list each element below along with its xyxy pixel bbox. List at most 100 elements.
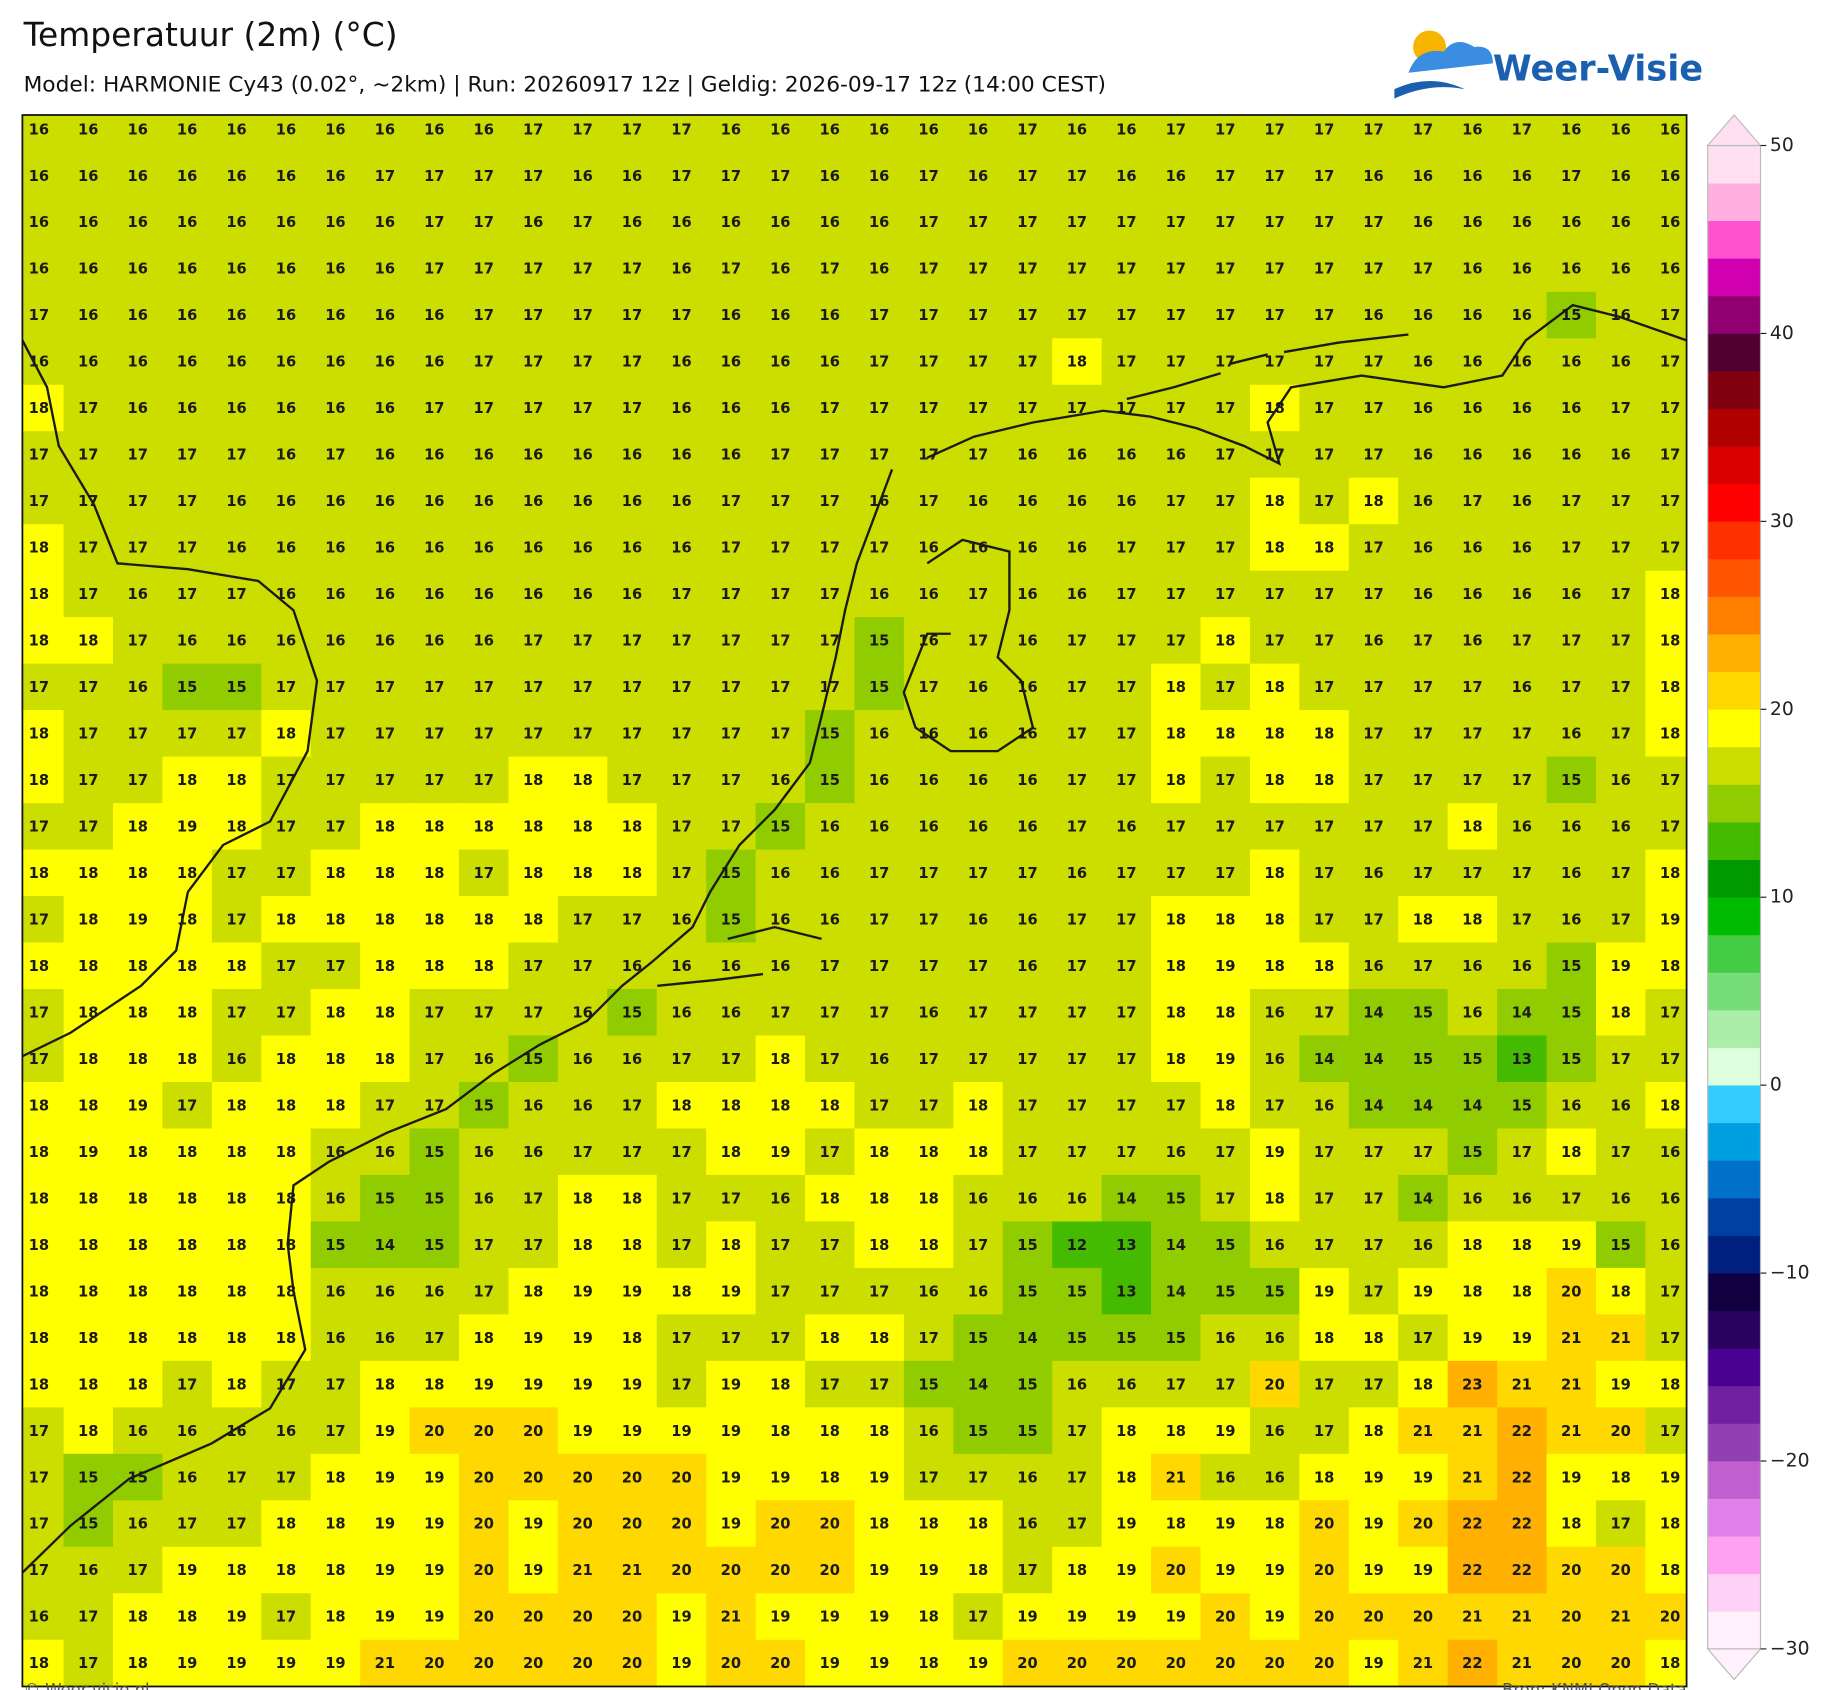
temperature-cell — [261, 1639, 312, 1687]
temperature-label: 16 — [375, 1144, 395, 1161]
temperature-cell — [310, 1500, 361, 1548]
temperature-label: 16 — [721, 307, 741, 324]
temperature-label: 16 — [127, 121, 147, 138]
temperature-label: 17 — [721, 679, 741, 696]
temperature-cell — [162, 617, 213, 665]
temperature-label: 16 — [1610, 214, 1630, 231]
temperature-label: 16 — [671, 261, 691, 278]
temperature-cell — [310, 1546, 361, 1594]
temperature-cell — [854, 338, 905, 386]
temperature-label: 18 — [1166, 679, 1186, 696]
temperature-cell — [1645, 115, 1687, 153]
temperature-cell — [1249, 1593, 1300, 1641]
temperature-cell — [1348, 1546, 1399, 1594]
temperature-label: 17 — [1610, 911, 1630, 928]
temperature-label: 19 — [1067, 1609, 1087, 1626]
temperature-label: 18 — [572, 772, 592, 789]
temperature-label: 16 — [1462, 121, 1482, 138]
temperature-cell — [360, 1314, 411, 1362]
temperature-cell — [854, 570, 905, 618]
temperature-label: 16 — [1660, 1144, 1680, 1161]
temperature-cell — [1348, 291, 1399, 339]
temperature-cell — [310, 756, 361, 804]
temperature-cell — [22, 1593, 65, 1641]
temperature-cell — [1101, 115, 1152, 153]
temperature-label: 17 — [78, 586, 98, 603]
temperature-label: 17 — [1116, 1051, 1136, 1068]
temperature-label: 16 — [869, 121, 889, 138]
temperature-cell — [607, 1221, 658, 1269]
temperature-cell — [508, 291, 559, 339]
temperature-cell — [1546, 431, 1597, 479]
temperature-label: 19 — [721, 1283, 741, 1300]
temperature-label: 17 — [721, 819, 741, 836]
temperature-label: 19 — [1264, 1562, 1284, 1579]
temperature-cell — [557, 1546, 608, 1594]
temperature-label: 22 — [1512, 1562, 1532, 1579]
temperature-label: 18 — [622, 819, 642, 836]
temperature-cell — [360, 1500, 411, 1548]
temperature-label: 21 — [1462, 1423, 1482, 1440]
temperature-cell — [112, 1593, 164, 1641]
temperature-label: 16 — [1561, 819, 1581, 836]
temperature-cell — [1299, 989, 1350, 1037]
temperature-label: 16 — [572, 493, 592, 510]
temperature-label: 20 — [474, 1609, 494, 1626]
temperature-label: 18 — [622, 1190, 642, 1207]
temperature-cell — [805, 1360, 856, 1408]
temperature-cell — [261, 1081, 312, 1130]
temperature-label: 17 — [770, 679, 790, 696]
temperature-label: 16 — [968, 168, 988, 185]
temperature-cell — [409, 896, 460, 944]
colorbar-bin — [1707, 408, 1761, 447]
temperature-cell — [409, 1453, 460, 1501]
temperature-label: 17 — [1314, 214, 1334, 231]
temperature-cell — [1249, 245, 1300, 293]
temperature-cell — [755, 1221, 806, 1269]
temperature-label: 17 — [1264, 354, 1284, 371]
temperature-cell — [805, 803, 856, 851]
temperature-label: 19 — [375, 1423, 395, 1440]
temperature-label: 19 — [523, 1330, 543, 1347]
temperature-label: 17 — [1314, 911, 1334, 928]
temperature-cell — [607, 570, 658, 618]
temperature-label: 17 — [770, 168, 790, 185]
temperature-label: 17 — [1215, 168, 1235, 185]
temperature-cell — [607, 1453, 658, 1501]
temperature-cell — [1101, 524, 1152, 572]
temperature-label: 19 — [869, 1655, 889, 1672]
temperature-cell — [805, 1453, 856, 1501]
temperature-cell — [1052, 989, 1103, 1037]
temperature-label: 17 — [968, 307, 988, 324]
temperature-label: 15 — [424, 1190, 444, 1207]
temperature-cell — [755, 1500, 806, 1548]
temperature-label: 17 — [1610, 633, 1630, 650]
temperature-label: 16 — [1017, 958, 1037, 975]
temperature-cell — [1595, 663, 1646, 711]
temperature-label: 15 — [721, 865, 741, 882]
temperature-label: 15 — [1561, 1051, 1581, 1068]
temperature-label: 17 — [1166, 400, 1186, 417]
colorbar-bin — [1707, 1009, 1761, 1048]
temperature-label: 19 — [276, 1655, 296, 1672]
temperature-label: 16 — [1610, 772, 1630, 789]
temperature-label: 19 — [1116, 1516, 1136, 1533]
temperature-cell — [360, 1267, 411, 1315]
temperature-cell — [953, 245, 1004, 293]
temperature-label: 19 — [1462, 1330, 1482, 1347]
temperature-label: 16 — [622, 168, 642, 185]
temperature-label: 21 — [1413, 1423, 1433, 1440]
temperature-label: 16 — [671, 354, 691, 371]
temperature-cell — [1151, 431, 1202, 479]
temperature-label: 17 — [968, 447, 988, 464]
temperature-label: 17 — [671, 1330, 691, 1347]
temperature-cell — [261, 291, 312, 339]
temperature-cell — [953, 849, 1004, 897]
temperature-cell — [1447, 1360, 1498, 1408]
temperature-label: 17 — [622, 772, 642, 789]
temperature-cell — [1595, 1360, 1646, 1408]
temperature-label: 16 — [1462, 540, 1482, 557]
temperature-label: 19 — [770, 1609, 790, 1626]
temperature-cell — [1151, 1546, 1202, 1594]
temperature-cell — [1249, 989, 1300, 1037]
